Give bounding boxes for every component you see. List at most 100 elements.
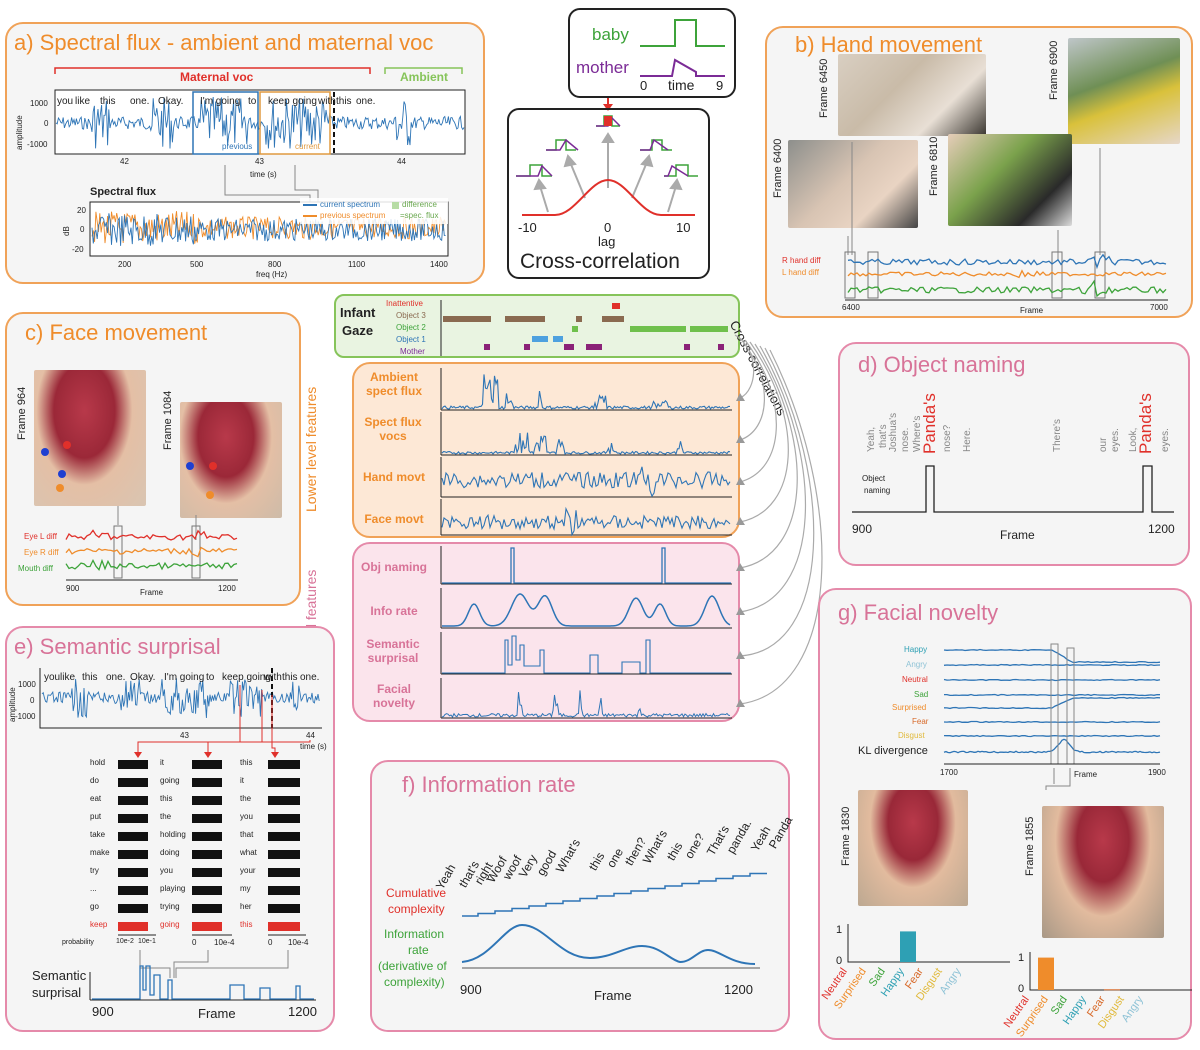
panel-a-xtick-1: 43 xyxy=(255,157,264,166)
current-label: current xyxy=(295,142,320,151)
xcorr-box xyxy=(507,108,710,279)
candidate-bar xyxy=(118,832,148,841)
time-tick-0: 0 xyxy=(640,78,648,93)
lower-level-panel xyxy=(352,362,740,538)
time-tick-9: 9 xyxy=(716,78,724,93)
candidate-bar xyxy=(118,886,148,895)
frame-6810-photo xyxy=(948,134,1072,226)
candidate-word: trying xyxy=(160,902,180,911)
candidate-word: hold xyxy=(90,758,106,767)
panel-a-word-8: with xyxy=(318,96,336,107)
panel-a-ytick-2: -1000 xyxy=(27,140,48,149)
panel-a-xtick-0: 42 xyxy=(120,157,129,166)
gaze-title-1: Infant xyxy=(340,305,376,320)
frame-1084-photo xyxy=(180,402,282,518)
candidate-bar xyxy=(192,814,222,823)
lag-tick-1: 0 xyxy=(604,220,612,235)
e-word-9: this xyxy=(282,672,298,683)
emotion-traces xyxy=(943,643,1161,790)
feature-semantic: Semantic surprisal xyxy=(366,637,420,665)
object-naming-trace xyxy=(852,465,1174,513)
g-xtick-0: 1700 xyxy=(940,768,958,777)
candidate-bar xyxy=(192,850,222,859)
panel-a-title: a) Spectral flux - ambient and maternal … xyxy=(14,30,434,55)
time-label: time xyxy=(668,77,695,93)
xcorr-title: Cross-correlation xyxy=(520,250,680,273)
panel-b-xtick-1: 7000 xyxy=(1150,303,1168,312)
e-x1200: 1200 xyxy=(288,1004,317,1019)
maternal-voc-label: Maternal voc xyxy=(180,70,254,84)
panel-a-word-2: this xyxy=(100,96,116,107)
feature-facial-novelty: Facial novelty xyxy=(372,682,415,710)
panel-b-xtick-0: 6400 xyxy=(842,303,860,312)
emotion-angry: Angry xyxy=(906,660,927,669)
candidate-bar xyxy=(192,796,222,805)
panel-a-ytick-0: 1000 xyxy=(30,99,48,108)
emotion-bar xyxy=(1038,957,1054,990)
frame-6810-label: Frame 6810 xyxy=(928,136,940,196)
kl-divergence-label: KL divergence xyxy=(858,745,928,757)
emotion-trace xyxy=(944,693,1161,697)
panel-a-word-0: you xyxy=(57,96,74,107)
panel-g-title: g) Facial novelty xyxy=(838,600,999,625)
gaze-row-object3: Object 3 xyxy=(396,311,426,320)
frame-6450-label: Frame 6450 xyxy=(818,58,830,118)
feature-spect-flux: Spect flux vocs xyxy=(364,415,422,443)
candidate-bar xyxy=(268,850,300,859)
e-word-6: to xyxy=(206,672,215,683)
candidate-bar xyxy=(118,814,148,823)
candidate-bar xyxy=(268,904,300,913)
feature-obj-naming: Obj naming xyxy=(361,560,427,574)
candidate-bar xyxy=(192,832,222,841)
candidate-word: my xyxy=(240,884,251,893)
emotion-happy: Happy xyxy=(904,645,928,654)
ambient-label: Ambient xyxy=(400,70,448,84)
eye-l-label: Eye L diff xyxy=(24,532,57,541)
e-ytick-0: 1000 xyxy=(18,680,36,689)
feature-info-rate: Info rate xyxy=(370,604,418,618)
panel-d-title: d) Object naming xyxy=(858,352,1026,377)
panel-c-xlabel: Frame xyxy=(140,588,164,597)
g-xtick-1: 1900 xyxy=(1148,768,1166,777)
hand-traces xyxy=(844,142,1168,301)
candidate-word: your xyxy=(240,866,256,875)
e-word-1: like xyxy=(60,672,76,683)
candidate-word: put xyxy=(90,812,102,821)
e-ytick-2: -1000 xyxy=(15,712,36,721)
prob-tick-2: 0 xyxy=(192,938,197,947)
feature-ambient: Ambient spect flux xyxy=(365,370,422,398)
flux-ytick-2: -20 xyxy=(72,245,84,254)
d-word-13: eyes. xyxy=(1160,428,1171,452)
f-xtick-0: 900 xyxy=(460,982,482,997)
candidate-bar xyxy=(268,814,300,823)
candidate-bar xyxy=(118,760,148,769)
info-label-0: Information xyxy=(384,927,445,941)
e-ytick-1: 0 xyxy=(30,696,35,705)
mother-label: mother xyxy=(576,58,629,77)
flux-ytick-1: 0 xyxy=(80,225,85,234)
candidate-word: the xyxy=(160,812,172,821)
candidate-word: do xyxy=(90,776,99,785)
panel-f-title: f) Information rate xyxy=(402,772,576,797)
cumulative-label-2: complexity xyxy=(388,902,445,916)
candidate-bar xyxy=(118,868,148,877)
bar1-tick-0: 0 xyxy=(836,955,843,967)
candidate-word: this xyxy=(240,920,253,929)
gaze-row-inattentive: Inattentive xyxy=(386,299,423,308)
flux-xtick-1: 500 xyxy=(190,260,204,269)
candidate-word: going xyxy=(160,920,180,929)
candidate-word: playing xyxy=(160,884,186,893)
frame-6400-label: Frame 6400 xyxy=(772,138,784,198)
e-word-8: with xyxy=(264,672,282,683)
d-word-10: eyes. xyxy=(1110,428,1121,452)
candidate-bar xyxy=(268,886,300,895)
legend-current: current spectrum xyxy=(320,200,381,209)
gaze-title-2: Gaze xyxy=(342,323,374,338)
prob-tick-1: 10e-1 xyxy=(138,938,156,945)
xcorr-diagram xyxy=(516,19,725,216)
panel-a-word-3: one. xyxy=(130,96,150,107)
emotion-trace xyxy=(943,720,1161,724)
panel-a-xlabel: time (s) xyxy=(250,170,277,179)
cumulative-label-1: Cumulative xyxy=(386,886,447,900)
emotion-trace xyxy=(943,678,1161,682)
